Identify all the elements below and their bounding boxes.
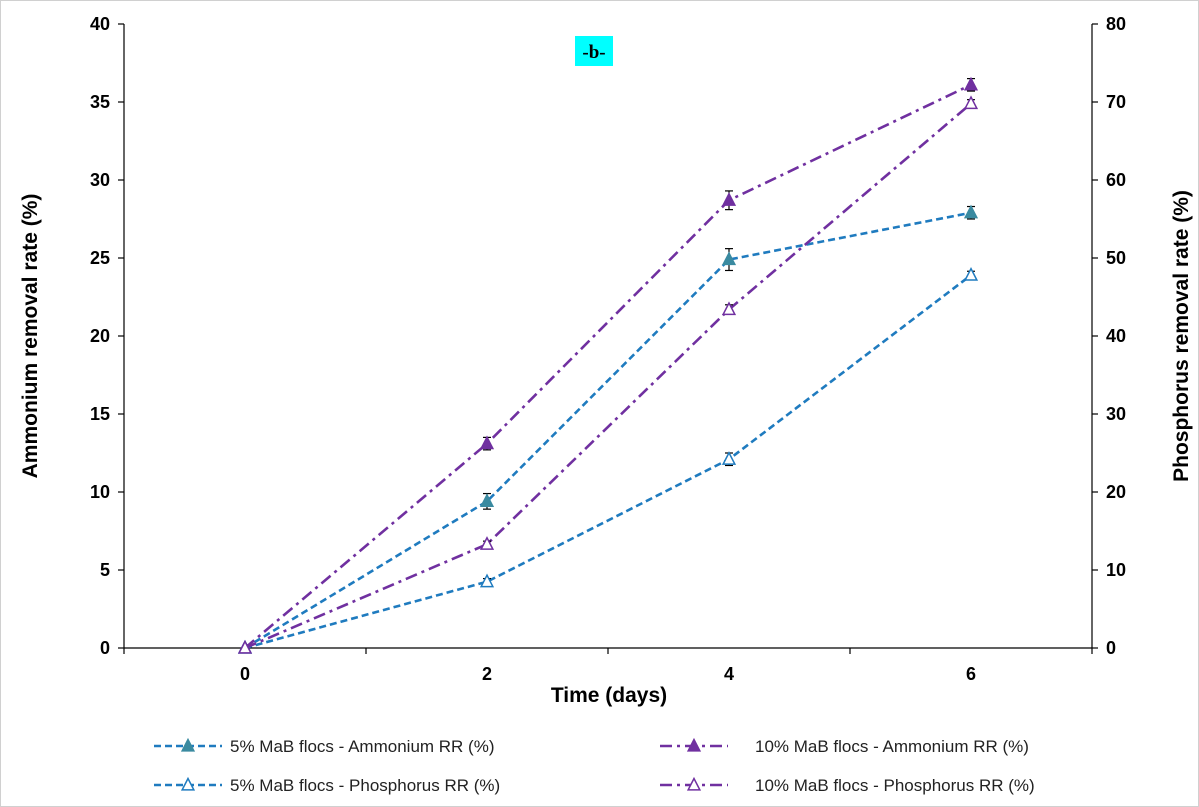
legend-label: 10% MaB flocs - Phosphorus RR (%) bbox=[755, 776, 1035, 795]
y-left-tick-label: 40 bbox=[90, 14, 110, 34]
legend-marker bbox=[686, 737, 702, 752]
y-left-tick-label: 25 bbox=[90, 248, 110, 268]
x-tick-label: 6 bbox=[966, 664, 976, 684]
y-left-tick-label: 10 bbox=[90, 482, 110, 502]
y-left-tick-label: 30 bbox=[90, 170, 110, 190]
data-point bbox=[963, 267, 979, 281]
x-tick-label: 4 bbox=[724, 664, 734, 684]
y-right-tick-label: 20 bbox=[1106, 482, 1126, 502]
y-right-tick-label: 10 bbox=[1106, 560, 1126, 580]
legend-marker bbox=[180, 737, 196, 752]
series-2 bbox=[237, 76, 979, 654]
y-right-tick-label: 40 bbox=[1106, 326, 1126, 346]
legend-swatch bbox=[660, 737, 728, 752]
y-right-tick-label: 50 bbox=[1106, 248, 1126, 268]
legend-marker bbox=[686, 776, 702, 791]
data-point bbox=[963, 204, 979, 219]
data-point bbox=[479, 435, 495, 450]
y-right-tick-label: 30 bbox=[1106, 404, 1126, 424]
legend-swatch bbox=[660, 776, 728, 791]
series-line bbox=[244, 211, 972, 650]
data-point bbox=[479, 573, 495, 588]
x-tick-label: 0 bbox=[240, 664, 250, 684]
series-line bbox=[244, 274, 972, 650]
y-axis-right-title: Phosphorus removal rate (%) bbox=[1170, 190, 1193, 482]
data-point bbox=[237, 639, 253, 654]
legend-label: 5% MaB flocs - Phosphorus RR (%) bbox=[230, 776, 500, 795]
plot-area: 0 5 10 15 20 25 30 35 40 0 10 20 30 40 50 60 70 80 0 2 4 6 bbox=[90, 14, 1126, 684]
legend-item-4[interactable]: 10% MaB flocs - Phosphorus RR (%) bbox=[660, 776, 1035, 795]
subtitle-background bbox=[575, 36, 613, 66]
data-point bbox=[963, 76, 979, 91]
y-right-tick-label: 60 bbox=[1106, 170, 1126, 190]
chart-subtitle: -b- bbox=[582, 42, 605, 63]
legend-item-2[interactable]: 10% MaB flocs - Ammonium RR (%) bbox=[660, 737, 1029, 756]
series-4 bbox=[237, 95, 979, 654]
y-right-tick-label: 0 bbox=[1106, 638, 1116, 658]
legend-swatch bbox=[154, 737, 222, 752]
series-line bbox=[244, 102, 972, 650]
y-left-tick-label: 35 bbox=[90, 92, 110, 112]
data-point bbox=[963, 95, 979, 110]
data-point bbox=[721, 251, 737, 266]
y-left-tick-label: 0 bbox=[100, 638, 110, 658]
legend-swatch bbox=[154, 776, 222, 791]
data-point bbox=[721, 451, 737, 465]
series-3 bbox=[237, 267, 979, 654]
data-point bbox=[479, 493, 495, 507]
y-right-tick-label: 80 bbox=[1106, 14, 1126, 34]
y-left-tick-label: 5 bbox=[100, 560, 110, 580]
legend-item-1[interactable]: 5% MaB flocs - Ammonium RR (%) bbox=[154, 737, 495, 756]
legend-item-3[interactable]: 5% MaB flocs - Phosphorus RR (%) bbox=[154, 776, 500, 795]
data-point bbox=[721, 192, 737, 206]
series-line bbox=[244, 83, 972, 649]
data-point bbox=[721, 301, 737, 316]
y-right-tick-label: 70 bbox=[1106, 92, 1126, 112]
series-1 bbox=[237, 204, 979, 654]
y-axis-left-title: Ammonium removal rate (%) bbox=[19, 194, 42, 479]
x-tick-label: 2 bbox=[482, 664, 492, 684]
legend-marker bbox=[180, 776, 196, 791]
y-left-tick-label: 15 bbox=[90, 404, 110, 424]
legend: 5% MaB flocs - Ammonium RR (%) 10% MaB f… bbox=[154, 737, 1035, 795]
y-left-tick-label: 20 bbox=[90, 326, 110, 346]
data-point bbox=[479, 536, 495, 550]
legend-label: 5% MaB flocs - Ammonium RR (%) bbox=[230, 737, 495, 756]
x-axis-title: Time (days) bbox=[551, 684, 667, 707]
legend-label: 10% MaB flocs - Ammonium RR (%) bbox=[755, 737, 1029, 756]
